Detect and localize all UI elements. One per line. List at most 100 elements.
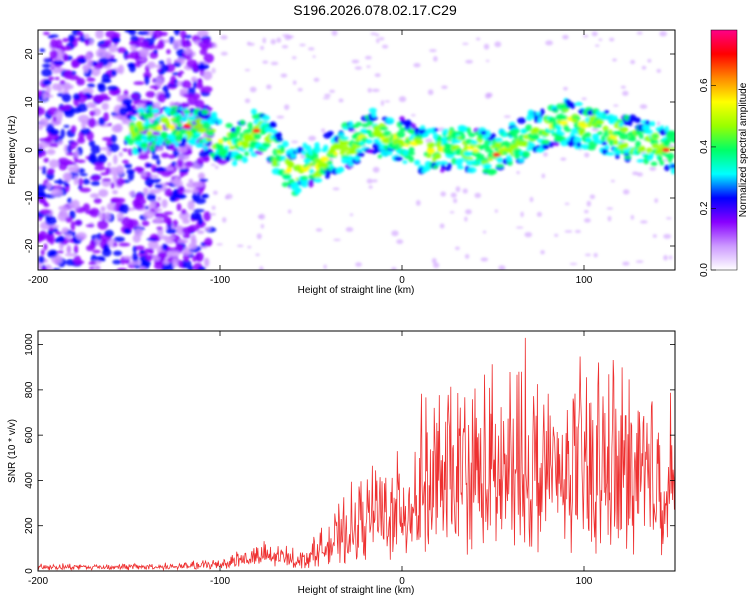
spectrogram-noise-blob xyxy=(188,242,198,250)
spectrogram-faint-blob xyxy=(209,212,216,216)
spectrogram-noise-blob xyxy=(161,152,170,158)
spectrogram-ridge-blob xyxy=(202,122,211,130)
spectrogram-faint-blob xyxy=(540,250,545,255)
spectrogram-ridge-blob xyxy=(377,140,382,146)
spectrogram-noise-blob xyxy=(63,69,73,80)
spectrogram-noise-blob xyxy=(71,107,82,114)
spectrogram-noise-blob xyxy=(153,49,158,55)
spectrogram-noise-blob xyxy=(60,128,66,139)
spectrogram-noise-blob xyxy=(118,106,128,116)
spectrogram-faint-blob xyxy=(465,209,472,215)
spectrogram-noise-blob xyxy=(139,249,146,255)
spectrogram-noise-blob xyxy=(79,33,86,43)
spectrogram-noise-blob xyxy=(157,251,168,259)
spectrogram-noise-blob xyxy=(92,94,104,104)
spectrogram-noise-blob xyxy=(150,200,156,207)
spectrogram-noise-blob xyxy=(193,93,201,100)
spectrogram-noise-blob xyxy=(181,40,192,49)
spectrogram-faint-blob xyxy=(636,172,643,177)
spectrogram-noise-blob xyxy=(73,255,82,265)
spectrogram-noise-blob xyxy=(68,202,75,209)
spectrogram-faint-blob xyxy=(449,211,455,214)
spectrogram-faint-blob xyxy=(374,73,381,78)
spectrogram-ridge-blob xyxy=(646,147,653,154)
spectrogram-ridge-blob xyxy=(283,173,291,179)
spectrogram-faint-blob xyxy=(333,238,341,241)
spectrogram-noise-blob xyxy=(197,230,205,235)
spectrogram-faint-blob xyxy=(391,230,399,237)
spectrogram-noise-blob xyxy=(156,158,161,166)
spectrogram-faint-blob xyxy=(413,62,421,68)
spectrogram-noise-blob xyxy=(144,176,154,187)
spectrogram-ridge-blob xyxy=(653,134,659,139)
spectrogram-faint-blob xyxy=(583,218,591,223)
spectrogram-faint-blob xyxy=(270,38,276,45)
spectrogram-noise-blob xyxy=(128,62,136,73)
spectrogram-faint-blob xyxy=(536,211,542,217)
snr-series-line xyxy=(38,337,675,571)
spectrogram-faint-blob xyxy=(220,51,228,56)
spectrogram-ridge-blob xyxy=(248,147,254,153)
spectrogram-noise-blob xyxy=(145,163,153,168)
spectrogram-faint-blob xyxy=(433,262,440,269)
spectrogram-ridge-blob xyxy=(326,160,333,166)
spectrogram-ridge-blob xyxy=(201,109,209,115)
spectrogram-ridge-blob xyxy=(382,130,392,137)
spectrogram-noise-blob xyxy=(104,211,111,222)
spectrogram-ridge-blob xyxy=(527,142,536,149)
spectrogram-noise-blob xyxy=(80,127,91,136)
spectrogram-faint-blob xyxy=(376,38,380,44)
spectrogram-faint-blob xyxy=(433,56,438,62)
spectrogram-noise-blob xyxy=(52,70,60,74)
spectrogram-noise-blob xyxy=(113,154,118,165)
spectrogram-ridge-blob xyxy=(604,145,610,150)
spectrogram-noise-blob xyxy=(95,49,106,58)
spectrogram-noise-blob xyxy=(118,151,123,157)
spectrogram-noise-blob xyxy=(204,227,211,231)
spectrogram-noise-blob xyxy=(38,255,45,264)
spectrogram-faint-blob xyxy=(212,44,218,48)
spectrogram-noise-blob xyxy=(197,79,203,87)
spectrogram-ridge-blob xyxy=(564,128,572,133)
spectrogram-noise-blob xyxy=(148,239,159,250)
spectrogram-ridge-blob xyxy=(272,159,279,167)
spectrogram-ridge-blob xyxy=(169,142,177,151)
spectrogram-ridge-blob xyxy=(608,129,613,136)
spectrogram-noise-blob xyxy=(51,188,63,197)
spectrogram-noise-blob xyxy=(128,191,136,197)
spectrogram-noise-blob xyxy=(38,261,42,270)
spectrogram-ridge-blob xyxy=(244,140,250,147)
spectrogram-ridge-blob xyxy=(379,126,389,131)
spectrogram-noise-blob xyxy=(190,76,198,83)
spectrogram-ridge-blob xyxy=(399,127,407,132)
spectrogram-noise-blob xyxy=(107,58,118,63)
spectrogram-ridge-blob xyxy=(620,126,629,133)
spectrogram-ridge-blob xyxy=(356,148,363,153)
spectrogram-ridge-blob xyxy=(368,107,377,114)
spectrogram-faint-blob xyxy=(331,30,338,36)
spectrogram-ridge-blob xyxy=(399,140,405,147)
spectrogram-ridge-blob xyxy=(176,122,183,128)
spectrogram-ridge-blob xyxy=(347,161,354,167)
spectrogram-noise-blob xyxy=(49,49,58,60)
spectrogram-noise-blob xyxy=(203,53,215,64)
spectrogram-faint-blob xyxy=(554,233,559,237)
spectrogram-ridge-blob xyxy=(408,146,415,153)
spectrogram-noise-blob xyxy=(156,196,162,201)
spectrogram-noise-blob xyxy=(97,220,109,230)
spectrogram-noise-blob xyxy=(166,49,171,55)
spectrogram-noise-blob xyxy=(112,115,124,119)
spectrogram-noise-blob xyxy=(101,102,109,111)
spectrogram-faint-blob xyxy=(427,89,434,96)
spectrogram-noise-blob xyxy=(186,181,199,189)
spectrogram-noise-blob xyxy=(110,134,117,143)
spectrogram-ridge-blob xyxy=(463,150,473,157)
spectrogram-noise-blob xyxy=(92,249,101,254)
spectrogram-noise-blob xyxy=(105,166,111,175)
spectrogram-ridge-blob xyxy=(414,159,421,166)
snr-ytick-label: 600 xyxy=(24,426,35,443)
spectrogram-faint-blob xyxy=(297,87,303,92)
spectrogram-ridge-blob xyxy=(340,145,350,152)
spectrogram-faint-blob xyxy=(291,56,297,60)
spectrogram-noise-blob xyxy=(38,106,45,116)
